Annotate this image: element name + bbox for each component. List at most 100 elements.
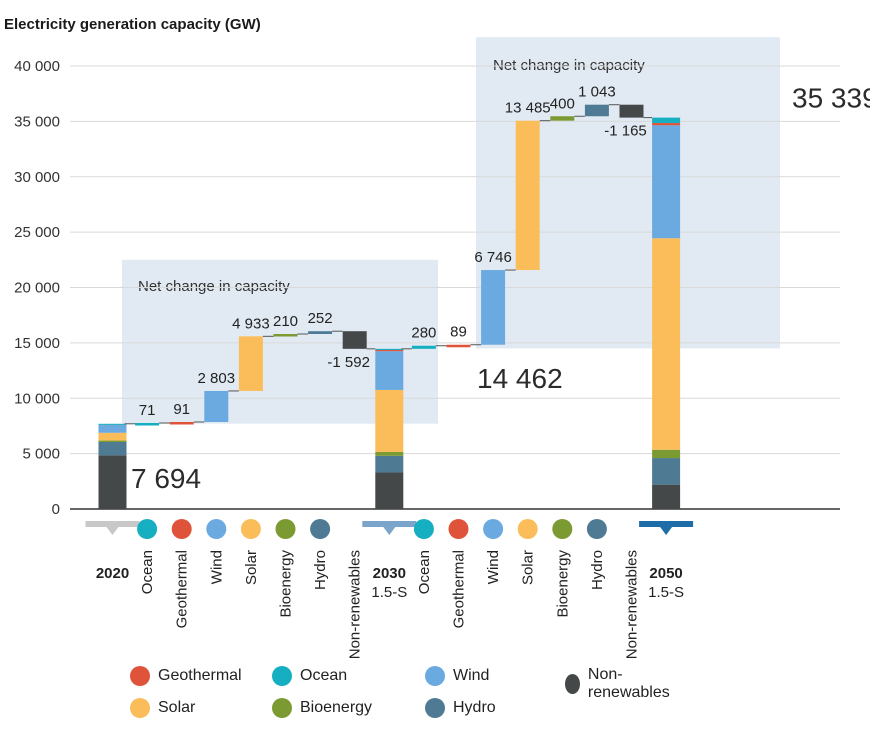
y-tick-label: 30 000 — [14, 169, 60, 186]
x-label-geothermal: Geothermal — [451, 550, 468, 628]
bar-2050-solar — [652, 238, 681, 450]
total-label-2050: 35 339 — [792, 83, 870, 114]
bar-2030-hydro — [375, 455, 404, 473]
legend-label: Hydro — [453, 699, 496, 716]
x-label-2030: 2030 — [373, 565, 406, 582]
change-label-2030-bioenergy: 210 — [273, 313, 298, 330]
change-label-2050-wind: 6 746 — [474, 249, 512, 266]
change-label-2030-ocean: 71 — [139, 402, 156, 419]
x-label-hydro: Hydro — [589, 550, 606, 590]
x-label-solar: Solar — [520, 550, 537, 585]
change-bar-2050-wind — [481, 270, 506, 345]
panel-label-2020-2030: Net change in capacity — [138, 278, 290, 295]
legend-swatch — [130, 698, 150, 718]
marker-dot-solar — [517, 519, 538, 539]
change-label-2030-geothermal: 91 — [173, 401, 190, 418]
change-bar-2050-bioenergy — [550, 116, 575, 121]
change-bar-2030-hydro — [308, 331, 333, 334]
change-label-2050-geothermal: 89 — [450, 324, 467, 341]
bar-2030-bioenergy — [375, 451, 404, 456]
y-tick-label: 10 000 — [14, 390, 60, 407]
bar-2030-geothermal — [375, 349, 404, 352]
y-tick-label: 35 000 — [14, 113, 60, 130]
bar-2030-ocean — [375, 348, 404, 350]
x-label-solar: Solar — [243, 550, 260, 585]
bar-2020-ocean — [98, 423, 127, 425]
change-bar-2050-hydro — [584, 104, 609, 117]
chart-title: Electricity generation capacity (GW) — [4, 16, 261, 33]
change-bar-2030-solar — [238, 336, 263, 391]
bar-2020-wind — [98, 425, 127, 433]
marker-arrow-2020 — [85, 521, 140, 535]
marker-dot-wind — [483, 519, 504, 539]
change-label-2030-hydro: 252 — [308, 310, 333, 327]
x-label-ocean: Ocean — [416, 550, 433, 594]
change-label-2050-hydro: 1 043 — [578, 84, 616, 101]
legend-item-solar: Solar — [130, 698, 195, 718]
legend-swatch — [425, 666, 445, 686]
bar-2020-hydro — [98, 441, 127, 456]
legend-item-ocean: Ocean — [272, 666, 347, 686]
bar-2050-geothermal — [652, 123, 681, 126]
x-sublabel-2030: 1.5-S — [371, 584, 407, 601]
x-label-wind: Wind — [208, 550, 225, 584]
marker-dot-ocean — [413, 519, 434, 539]
y-tick-label: 20 000 — [14, 280, 60, 297]
change-label-2050-solar: 13 485 — [505, 100, 551, 117]
marker-dot-hydro — [586, 519, 607, 539]
change-bar-2050-geothermal — [446, 344, 471, 348]
x-label-hydro: Hydro — [312, 550, 329, 590]
legend-item-bioenergy: Bioenergy — [272, 698, 372, 718]
x-label-non-renewables: Non-renewables — [624, 550, 641, 659]
y-tick-label: 0 — [52, 501, 60, 518]
marker-dot-bioenergy — [552, 519, 573, 539]
change-bar-2030-wind — [204, 390, 229, 422]
legend-label: Non-renewables — [587, 666, 670, 701]
marker-dot-wind — [206, 519, 227, 539]
change-label-2050-bioenergy: 400 — [550, 95, 575, 112]
legend-item-hydro: Hydro — [425, 698, 496, 718]
x-label-geothermal: Geothermal — [174, 550, 191, 628]
bar-2050-wind — [652, 125, 681, 239]
bar-2050-non-renewables — [652, 484, 681, 509]
bar-2050-ocean — [652, 117, 681, 124]
y-tick-label: 15 000 — [14, 335, 60, 352]
legend-swatch — [565, 674, 580, 694]
y-tick-label: 5 000 — [22, 446, 60, 463]
x-label-wind: Wind — [485, 550, 502, 584]
change-bar-2050-solar — [515, 120, 540, 271]
bar-2020-non-renewables — [98, 455, 127, 509]
y-tick-label: 40 000 — [14, 58, 60, 75]
change-label-2030-wind: 2 803 — [198, 370, 236, 387]
x-label-2050: 2050 — [649, 565, 682, 582]
change-label-2050-non-renewables: -1 165 — [604, 123, 647, 140]
bar-2030-solar — [375, 389, 404, 452]
legend-item-geothermal: Geothermal — [130, 666, 242, 686]
legend-label: Geothermal — [158, 667, 242, 684]
change-bar-2030-geothermal — [169, 421, 194, 425]
marker-dot-geothermal — [171, 519, 192, 539]
bar-2050-hydro — [652, 458, 681, 485]
bar-2030-wind — [375, 351, 404, 390]
x-sublabel-2050: 1.5-S — [648, 584, 684, 601]
change-bar-2050-non-renewables — [619, 104, 644, 118]
legend-swatch — [130, 666, 150, 686]
change-label-2030-solar: 4 933 — [232, 315, 270, 332]
total-label-2020: 7 694 — [131, 463, 201, 494]
legend-label: Bioenergy — [300, 699, 373, 716]
change-label-2050-ocean: 280 — [411, 325, 436, 342]
legend-item-wind: Wind — [425, 666, 489, 686]
legend-swatch — [425, 698, 445, 718]
marker-dot-solar — [240, 519, 261, 539]
legend-swatch — [272, 666, 292, 686]
bar-2030-non-renewables — [375, 472, 404, 509]
x-label-bioenergy: Bioenergy — [554, 550, 571, 618]
bar-2020-solar — [98, 432, 127, 441]
legend-label: Solar — [158, 699, 196, 716]
y-tick-label: 25 000 — [14, 224, 60, 241]
change-bar-2030-non-renewables — [342, 331, 367, 349]
marker-dot-ocean — [137, 519, 158, 539]
legend-label: Wind — [453, 667, 490, 684]
legend-swatch — [272, 698, 292, 718]
